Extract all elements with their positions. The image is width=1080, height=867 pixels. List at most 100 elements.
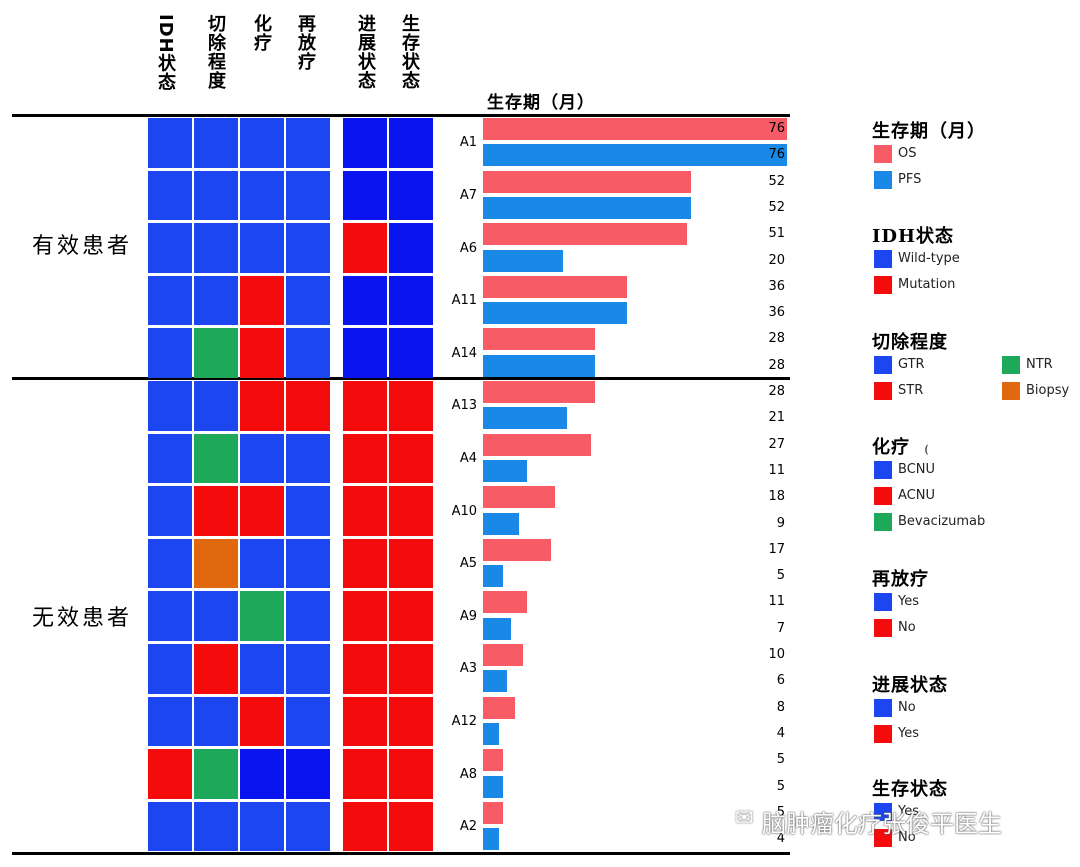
pfs-bar <box>483 617 511 640</box>
pfs-value-label: 7 <box>776 620 785 636</box>
legend-label: Yes <box>898 804 919 819</box>
patient-id-label: A11 <box>451 293 477 309</box>
heatmap-cell <box>240 538 284 589</box>
patient-id-label: A9 <box>459 608 477 624</box>
heatmap-cell <box>240 644 284 694</box>
legend-swatch <box>874 382 892 400</box>
heatmap-cell <box>343 591 387 641</box>
heatmap-cell <box>148 591 192 641</box>
heatmap-cell <box>389 696 433 747</box>
column-header-idh: IDH状态 <box>155 14 176 92</box>
legend-title: 再放疗 <box>872 569 929 590</box>
heatmap-cell <box>148 749 192 799</box>
os-value-label: 28 <box>768 331 785 347</box>
heatmap-cell <box>286 644 330 694</box>
heatmap-cell <box>343 381 387 431</box>
legend-swatch <box>874 513 892 531</box>
heatmap-cell <box>194 118 238 168</box>
heatmap-cell <box>240 591 284 641</box>
legend-swatch <box>874 803 892 821</box>
os-value-label: 76 <box>768 121 785 136</box>
column-header-progression: 进展状态 <box>355 14 376 90</box>
os-value-label: 10 <box>768 647 785 662</box>
os-bar <box>483 170 691 193</box>
heatmap-cell <box>343 486 387 536</box>
legend-label: PFS <box>898 172 922 187</box>
heatmap-cell <box>148 328 192 378</box>
heatmap-cell <box>343 433 387 484</box>
legend-title: 生存状态 <box>872 779 948 800</box>
patient-id-label: A5 <box>459 556 477 572</box>
group-label-ineffective: 无效患者 <box>32 606 133 631</box>
legend-label: Wild-type <box>898 251 960 266</box>
heatmap-cell <box>389 118 433 168</box>
legend-label: ACNU <box>898 488 935 503</box>
group-label-effective: 有效患者 <box>32 234 133 259</box>
heatmap-cell <box>286 433 330 484</box>
os-bar <box>483 328 595 351</box>
os-value-label: 5 <box>776 752 785 768</box>
pfs-bar <box>483 407 567 430</box>
pfs-bar <box>483 722 499 745</box>
patient-id-label: A7 <box>459 187 477 203</box>
heatmap-cell <box>148 644 192 694</box>
patient-id-label: A10 <box>451 503 477 519</box>
heatmap-cell <box>148 170 192 221</box>
os-bar <box>483 801 503 824</box>
os-bar <box>483 433 591 456</box>
heatmap-cell <box>240 749 284 799</box>
legend-label: Biopsy <box>1026 383 1070 398</box>
heatmap-cell <box>343 328 387 378</box>
pfs-value-label: 28 <box>768 357 785 373</box>
heatmap-cell <box>389 275 433 326</box>
heatmap-cell <box>286 801 330 852</box>
os-value-label: 28 <box>768 384 785 399</box>
legend-label: NTR <box>1026 357 1053 372</box>
heatmap-cell <box>343 170 387 221</box>
heatmap-cell <box>148 486 192 536</box>
heatmap-cell <box>240 696 284 747</box>
pfs-bar <box>483 249 563 272</box>
column-header-chemo: 化疗 <box>251 14 272 52</box>
heatmap-cell <box>194 223 238 273</box>
heatmap-cell <box>343 696 387 747</box>
heatmap-cell <box>240 486 284 536</box>
heatmap-cell <box>194 801 238 852</box>
pfs-value-label: 5 <box>776 778 785 794</box>
os-bar <box>483 644 523 666</box>
heatmap-cell <box>194 328 238 378</box>
heatmap-cell <box>240 328 284 378</box>
legend-label: GTR <box>898 357 925 372</box>
heatmap-cell <box>148 433 192 484</box>
heatmap-cell <box>194 170 238 221</box>
legend-swatch <box>1002 356 1020 374</box>
heatmap-cell <box>389 801 433 852</box>
pfs-value-label: 21 <box>768 410 785 426</box>
pfs-value-label: 4 <box>776 725 785 741</box>
heatmap-cell <box>148 223 192 273</box>
bottom-rule <box>12 852 790 855</box>
heatmap-cell <box>389 538 433 589</box>
legend-swatch <box>874 461 892 479</box>
os-value-label: 36 <box>768 278 785 294</box>
os-bar <box>483 486 555 509</box>
heatmap-cell <box>148 118 192 168</box>
top-rule <box>12 114 790 117</box>
heatmap-cell <box>389 749 433 799</box>
pfs-bar <box>483 459 527 482</box>
heatmap-cell <box>343 118 387 168</box>
os-bar <box>483 538 551 561</box>
heatmap-cell <box>194 591 238 641</box>
heatmap-cell <box>286 749 330 799</box>
heatmap-cell <box>240 801 284 852</box>
legend-title: 切除程度 <box>872 332 948 353</box>
heatmap-cell <box>194 381 238 431</box>
heatmap-cell <box>389 591 433 641</box>
column-header-resection: 切除程度 <box>205 14 226 90</box>
heatmap-cell <box>240 223 284 273</box>
survival-chart-title: 生存期（月） <box>487 93 595 113</box>
legend-label: Bevacizumab <box>898 514 986 529</box>
legend-swatch <box>874 829 892 847</box>
os-bar <box>483 118 787 140</box>
pfs-bar <box>483 512 519 535</box>
